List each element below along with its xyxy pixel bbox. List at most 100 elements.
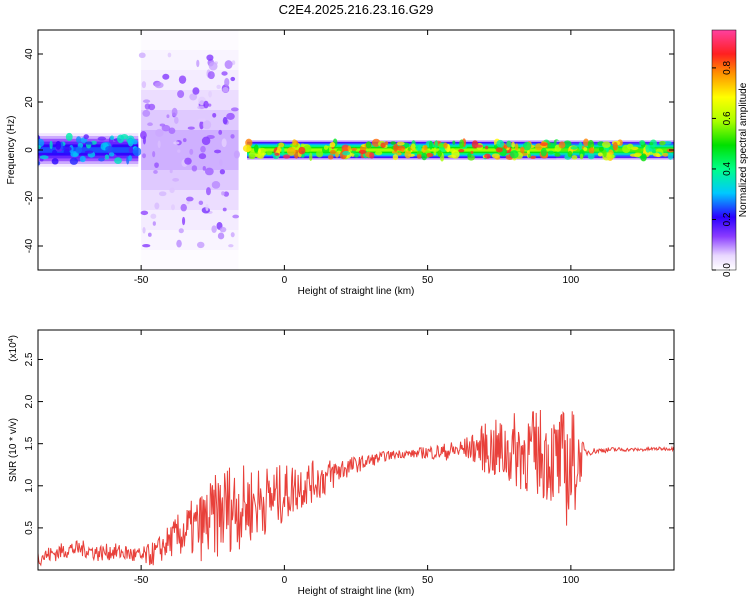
heatmap-cell — [208, 61, 218, 71]
colorbar-tick-label: 0.2 — [722, 212, 733, 226]
heatmap-cell — [248, 154, 256, 160]
heatmap-cell — [503, 145, 508, 149]
heatmap-cell — [182, 216, 186, 226]
heatmap-cell — [421, 152, 428, 161]
heatmap-cell — [226, 112, 235, 120]
heatmap-cell — [292, 139, 297, 146]
heatmap-cell — [64, 146, 72, 152]
heatmap-cell — [583, 147, 588, 152]
heatmap-cell — [281, 146, 285, 156]
heatmap-cell — [176, 239, 182, 248]
heatmap-cell — [147, 232, 152, 237]
heatmap-cell — [342, 150, 351, 156]
heatmap-cell — [219, 169, 226, 175]
heatmap-cell — [52, 149, 58, 156]
heatmap-cell — [108, 152, 115, 157]
heatmap-cell — [104, 154, 110, 160]
heatmap-cell — [655, 153, 661, 158]
snr-x-ticks: -50 0 50 100 — [134, 330, 580, 586]
heatmap-cell — [437, 150, 442, 158]
heatmap-cell — [228, 244, 234, 248]
heatmap-cell — [612, 141, 618, 151]
heatmap-cell — [253, 144, 259, 153]
heatmap-cell — [51, 158, 59, 165]
heatmap-cell — [230, 134, 235, 139]
snr-y-tick-label: 2.0 — [24, 394, 35, 408]
spectrogram-x-tick-label: 100 — [563, 275, 580, 286]
heatmap-cell — [167, 52, 172, 58]
heatmap-cell — [171, 107, 178, 117]
heatmap-cell — [233, 150, 240, 159]
heatmap-cell — [55, 140, 62, 150]
snr-y-axis-label: SNR (10 * v/v) — [8, 418, 19, 482]
heatmap-cell — [154, 202, 160, 210]
heatmap-cell — [85, 141, 93, 145]
heatmap-cell — [369, 152, 375, 159]
heatmap-cell — [182, 138, 187, 143]
colorbar-gradient — [711, 29, 737, 271]
colorbar-tick-label: 0.0 — [722, 263, 733, 277]
heatmap-cell — [207, 71, 215, 80]
heatmap-cell — [527, 153, 532, 158]
colorbar-tick-label: 0.6 — [722, 111, 733, 125]
heatmap-cell — [152, 221, 156, 226]
snr-x-axis-label: Height of straight line (km) — [298, 586, 415, 597]
heatmap-cell — [211, 181, 221, 189]
spectrogram-x-axis-label: Height of straight line (km) — [298, 286, 415, 297]
heatmap-cell — [187, 126, 195, 130]
colorbar-ticks: 0.0 0.2 0.4 0.6 0.8 — [712, 61, 733, 277]
heatmap-cell — [140, 210, 149, 216]
heatmap-cell — [298, 146, 306, 155]
heatmap-cell — [219, 226, 227, 233]
heatmap-cell — [98, 157, 105, 162]
heatmap-cell — [496, 139, 505, 148]
heatmap-cell — [358, 149, 367, 154]
spectrogram-x-tick-label: -50 — [134, 275, 149, 286]
heatmap-cell — [186, 200, 190, 205]
heatmap-cell — [65, 132, 73, 142]
snr-x-tick-label: -50 — [134, 575, 149, 586]
heatmap-cell — [211, 225, 217, 233]
heatmap-cell — [231, 60, 236, 65]
heatmap-cell — [329, 149, 337, 155]
heatmap-cell — [316, 150, 324, 158]
heatmap-cell — [286, 146, 296, 156]
heatmap-cell — [223, 191, 230, 197]
heatmap-cell — [404, 150, 412, 159]
heatmap-cell — [189, 93, 198, 101]
heatmap-cell — [390, 141, 396, 145]
heatmap-cell — [155, 128, 164, 137]
heatmap-cell — [423, 144, 428, 151]
heatmap-cell — [147, 122, 153, 127]
heatmap-cell — [392, 154, 399, 161]
heatmap-cell — [588, 147, 595, 155]
heatmap-cell — [554, 152, 561, 157]
heatmap-cell — [232, 214, 240, 219]
figure-title: C2E4.2025.216.23.16.G29 — [279, 2, 434, 17]
heatmap-cell — [79, 155, 86, 163]
heatmap-cell — [141, 81, 147, 89]
heatmap-cell — [169, 187, 175, 194]
heatmap-cell — [90, 140, 97, 145]
heatmap-cell — [116, 134, 125, 144]
heatmap-cell — [221, 138, 227, 148]
heatmap-cell — [152, 150, 156, 158]
heatmap-cell — [662, 152, 669, 157]
heatmap-cell — [204, 167, 214, 176]
spectrogram-panel: -50 0 50 100 -40 -20 0 20 40 Height of straight… — [6, 29, 675, 297]
spectrogram-y-tick-label: -40 — [24, 238, 35, 253]
heatmap-cell — [587, 153, 595, 160]
heatmap-cell — [158, 191, 167, 197]
spectrogram-y-ticks: -40 -20 0 20 40 — [24, 48, 674, 253]
heatmap-cell — [443, 142, 448, 149]
heatmap-cell — [375, 150, 383, 156]
heatmap-cell — [75, 146, 83, 154]
heatmap-cell — [514, 143, 519, 151]
heatmap-cell — [626, 143, 634, 150]
spectrogram-y-tick-label: 40 — [24, 48, 35, 60]
heatmap-cell — [242, 144, 252, 153]
heatmap-cell — [266, 150, 272, 156]
spectrogram-x-ticks: -50 0 50 100 — [134, 30, 580, 286]
heatmap-cell — [327, 154, 334, 160]
